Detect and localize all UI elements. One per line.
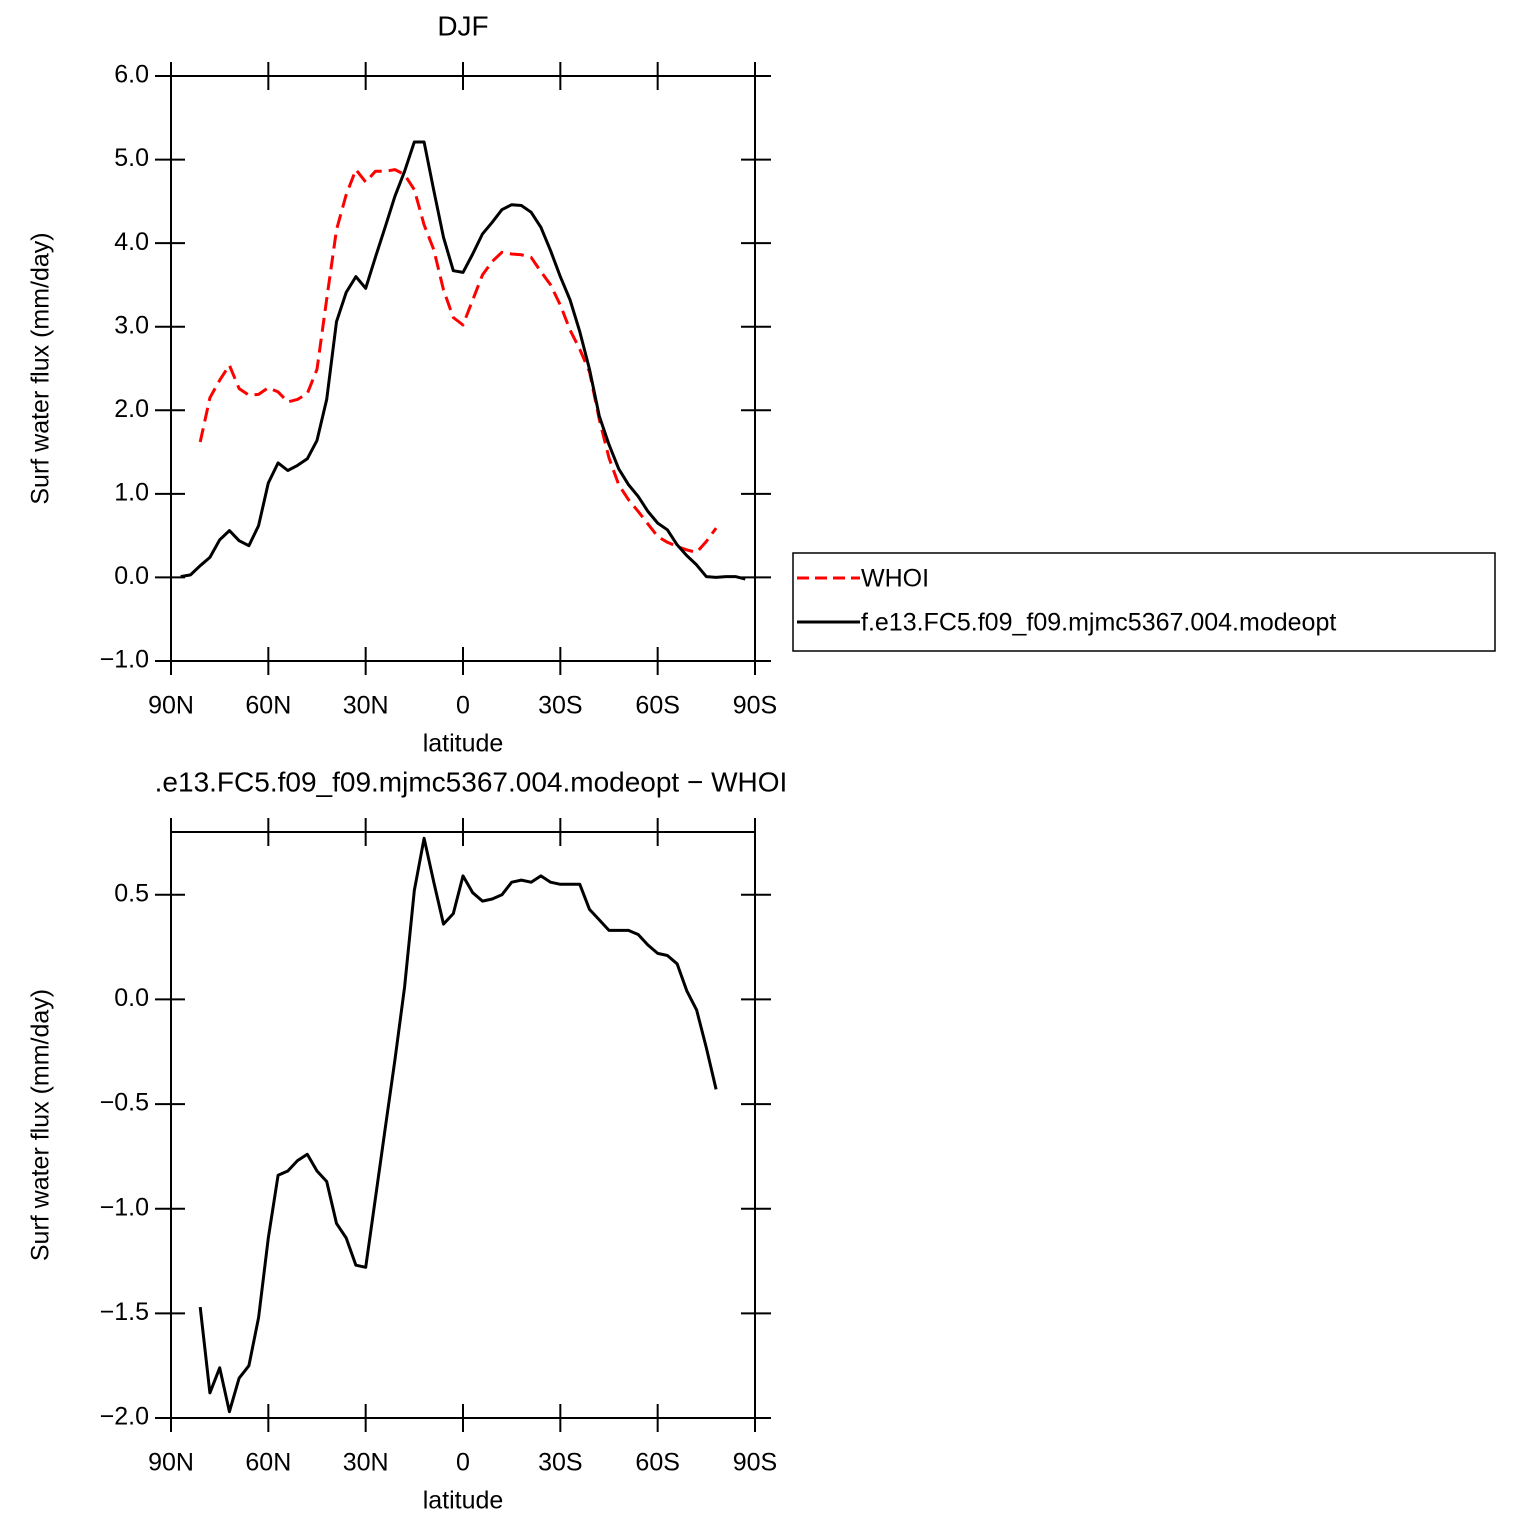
- legend-label: WHOI: [861, 565, 929, 593]
- plot-frame: [170, 831, 756, 1419]
- x-tick-label: 60S: [635, 692, 679, 720]
- x-tick-label: 90S: [733, 692, 777, 720]
- x-tick-label: 0: [456, 692, 470, 720]
- x-tick-label: 60N: [245, 1449, 291, 1477]
- y-tick-label: 6.0: [114, 61, 149, 89]
- y-tick-label: −1.0: [100, 646, 149, 674]
- x-axis-label: latitude: [423, 1487, 504, 1515]
- x-tick-label: 60N: [245, 692, 291, 720]
- data-line: [180, 140, 746, 581]
- y-tick-label: 2.0: [114, 395, 149, 423]
- x-axis-label: latitude: [423, 730, 504, 758]
- x-tick-label: 90N: [148, 692, 194, 720]
- x-tick-label: 30N: [343, 692, 389, 720]
- y-tick-label: 0.5: [114, 879, 149, 907]
- y-tick-label: 0.0: [114, 562, 149, 590]
- y-tick-label: 3.0: [114, 311, 149, 339]
- y-tick-label: −1.5: [100, 1298, 149, 1326]
- y-tick-label: −1.0: [100, 1193, 149, 1221]
- y-tick-label: 5.0: [114, 144, 149, 172]
- data-line: [198, 836, 718, 1414]
- y-tick-label: 0.0: [114, 984, 149, 1012]
- x-tick-label: 30N: [343, 1449, 389, 1477]
- x-tick-label: 60S: [635, 1449, 679, 1477]
- legend-box: [792, 552, 1496, 652]
- x-tick-label: 90N: [148, 1449, 194, 1477]
- y-tick-label: −2.0: [100, 1403, 149, 1431]
- x-tick-label: 0: [456, 1449, 470, 1477]
- y-axis-label: Surf water flux (mm/day): [27, 989, 55, 1261]
- y-tick-label: 1.0: [114, 478, 149, 506]
- y-tick-label: −0.5: [100, 1089, 149, 1117]
- x-tick-label: 90S: [733, 1449, 777, 1477]
- legend-label: f.e13.FC5.f09_f09.mjmc5367.004.modeopt: [861, 609, 1336, 637]
- chart-title: .e13.FC5.f09_f09.mjmc5367.004.modeopt − …: [155, 766, 788, 797]
- x-tick-label: 30S: [538, 1449, 582, 1477]
- y-tick-label: 4.0: [114, 228, 149, 256]
- chart-title: DJF: [437, 10, 488, 41]
- plot-frame: [170, 75, 756, 662]
- x-tick-label: 30S: [538, 692, 582, 720]
- data-line: [198, 168, 718, 554]
- y-axis-label: Surf water flux (mm/day): [27, 232, 55, 504]
